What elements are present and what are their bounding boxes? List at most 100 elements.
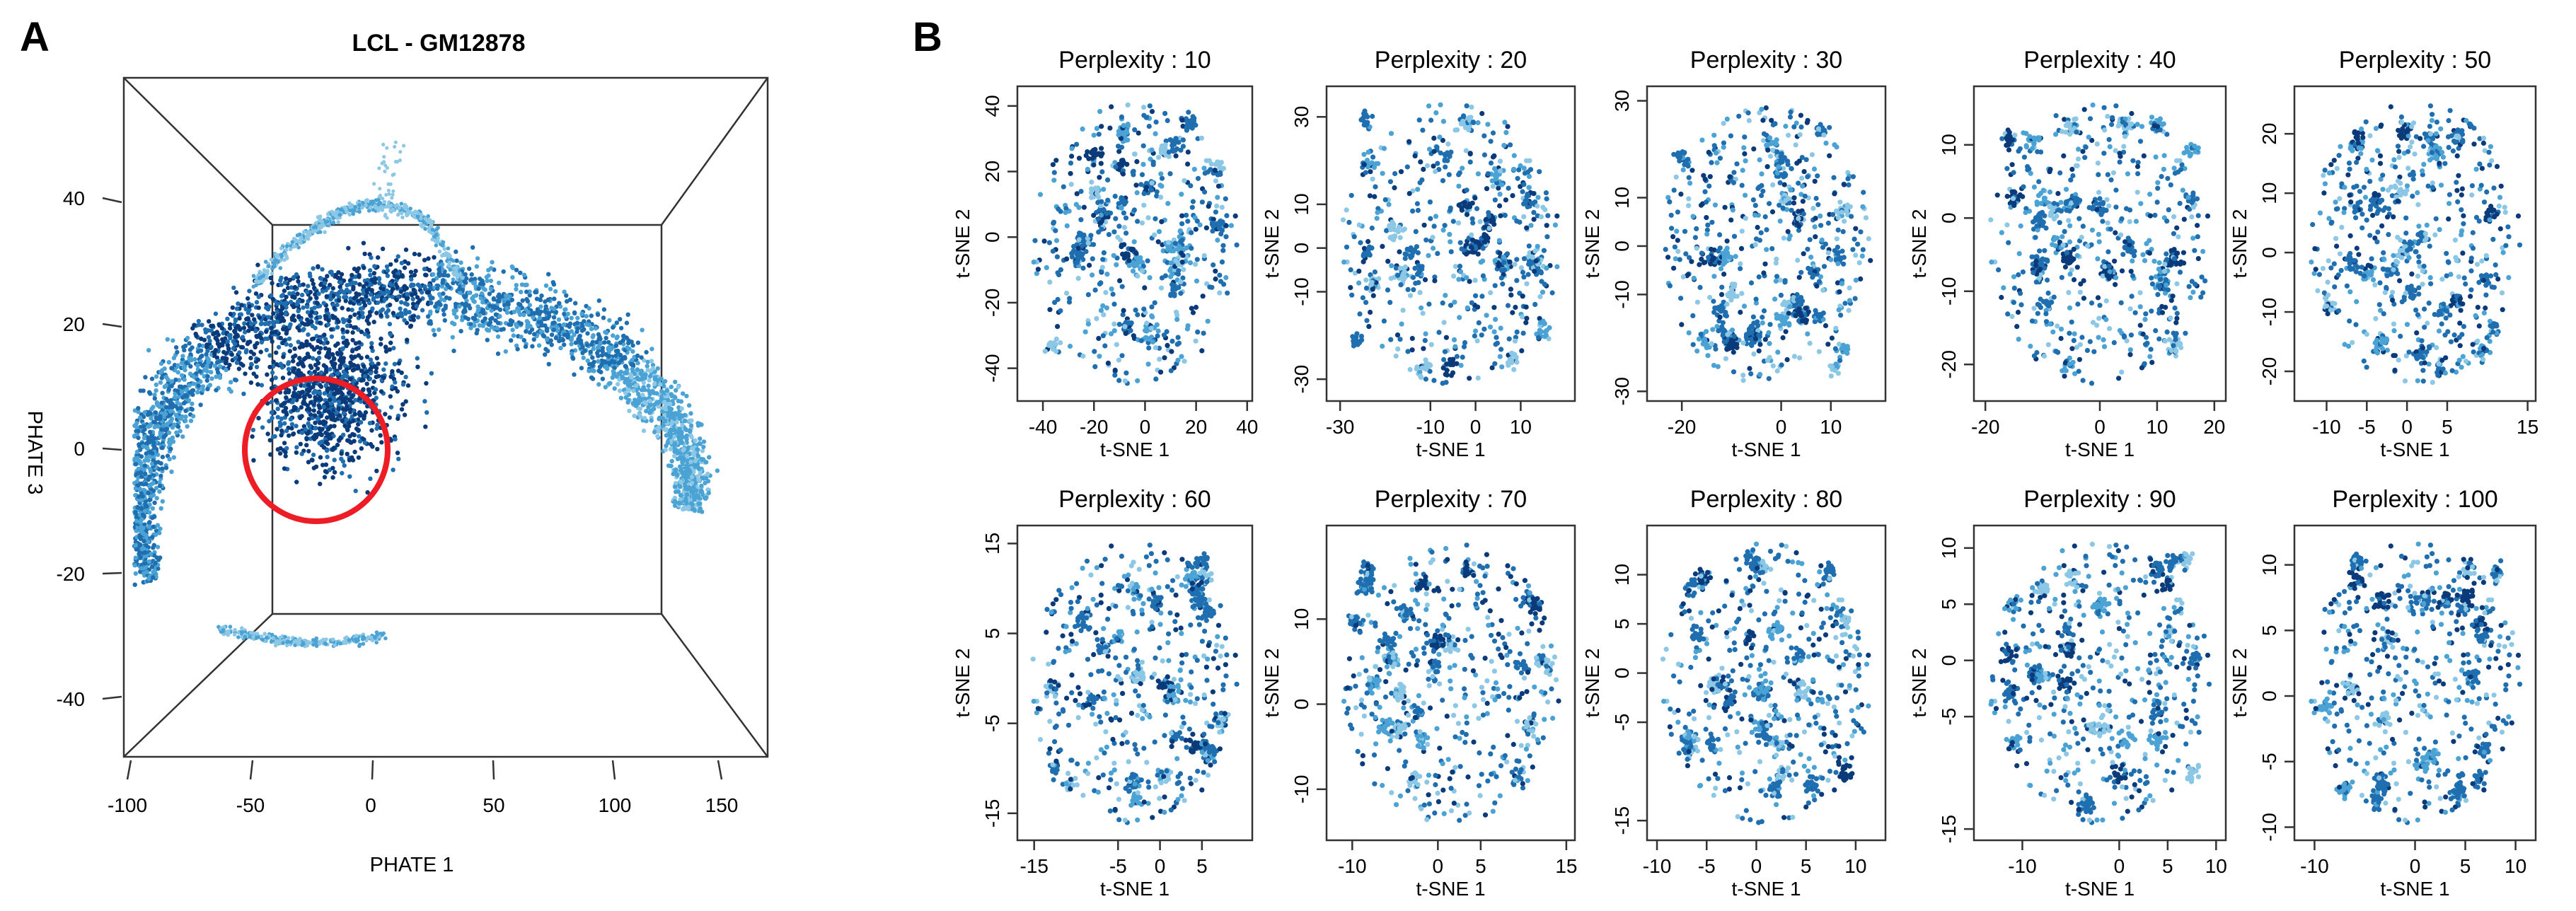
phate-point: [402, 412, 408, 417]
phate-point: [395, 254, 400, 259]
phate-point: [590, 363, 595, 369]
phate-point: [490, 315, 495, 320]
phate-point: [429, 220, 434, 224]
phate-point: [179, 384, 184, 389]
phate-point: [253, 344, 258, 350]
phate-point: [419, 216, 423, 221]
phate-point: [318, 276, 324, 282]
phate-point: [306, 284, 311, 289]
tsne-point: [1185, 323, 1191, 329]
phate-point: [652, 429, 657, 435]
phate-point: [289, 422, 295, 427]
phate-point: [545, 349, 550, 354]
phate-point: [387, 192, 391, 196]
phate-point: [234, 360, 240, 365]
phate-point: [272, 265, 277, 269]
phate-point: [284, 428, 289, 434]
phate-point: [391, 173, 395, 178]
phate-point: [249, 630, 253, 635]
phate-point: [148, 429, 153, 434]
phate-point: [296, 299, 301, 304]
phate-point: [383, 636, 388, 641]
phate-point: [693, 438, 698, 443]
phate-point: [324, 354, 329, 359]
phate-point: [153, 410, 158, 415]
phate-point: [360, 315, 366, 320]
phate-point: [569, 315, 574, 320]
phate-point: [511, 333, 516, 338]
phate-point: [324, 369, 329, 374]
phate-point: [374, 356, 380, 361]
phate-point: [504, 310, 510, 315]
phate-point: [681, 456, 686, 462]
phate-point: [690, 502, 695, 507]
phate-point: [562, 342, 567, 347]
phate-point: [399, 202, 404, 206]
phate-point: [524, 289, 529, 294]
phate-point: [369, 365, 374, 370]
phate-point: [388, 332, 393, 337]
phate-point: [420, 224, 424, 229]
phate-point: [359, 369, 364, 373]
phate-point: [423, 424, 428, 429]
phate-point: [267, 353, 272, 358]
phate-point: [467, 266, 472, 272]
phate-point: [601, 315, 606, 320]
phate-point: [678, 480, 684, 485]
phate-point: [663, 447, 668, 453]
phate-point: [345, 404, 350, 409]
phate-point: [705, 471, 710, 477]
phate-point: [663, 427, 668, 432]
phate-point: [596, 382, 601, 387]
phate-point: [190, 325, 195, 331]
phate-point: [278, 266, 283, 270]
phate-point: [166, 377, 171, 382]
phate-point: [142, 458, 147, 463]
phate-point: [431, 272, 436, 277]
phate-point: [422, 284, 427, 289]
phate-point: [623, 356, 628, 361]
phate-point: [391, 311, 396, 315]
phate-point: [463, 309, 468, 314]
phate-point: [388, 405, 394, 410]
phate-point: [252, 317, 257, 322]
phate-point: [251, 458, 256, 463]
phate-point: [167, 457, 172, 462]
phate-point: [356, 428, 361, 433]
phate-point: [314, 296, 319, 301]
phate-point: [279, 275, 284, 280]
phate-point: [631, 388, 636, 393]
phate-point: [678, 493, 683, 498]
phate-point: [142, 410, 147, 415]
phate-point: [345, 209, 350, 214]
phate-point: [299, 430, 305, 435]
phate-point: [270, 271, 275, 276]
tsne-point: [1097, 354, 1102, 359]
phate-point: [384, 192, 388, 197]
phate-point: [179, 373, 185, 378]
phate-point: [209, 376, 214, 381]
phate-point: [275, 255, 279, 259]
phate-point: [135, 504, 140, 510]
phate-point: [395, 203, 399, 207]
phate-point: [400, 215, 405, 220]
phate-point: [175, 370, 180, 375]
phate-point: [326, 347, 332, 352]
phate-point: [434, 232, 439, 237]
phate-point: [315, 344, 320, 349]
phate-point: [477, 313, 482, 318]
phate-point: [148, 467, 153, 472]
phate-point: [430, 227, 435, 232]
phate-point: [233, 627, 237, 632]
phate-point: [472, 299, 477, 304]
phate-point: [545, 337, 550, 342]
phate-point: [633, 403, 638, 408]
phate-point: [408, 207, 412, 211]
phate-point: [680, 422, 685, 428]
phate-point: [220, 356, 225, 361]
phate-point: [232, 342, 238, 347]
phate-point: [579, 328, 585, 333]
phate-point: [214, 388, 219, 393]
phate-point: [398, 311, 403, 315]
phate-point: [369, 428, 374, 433]
